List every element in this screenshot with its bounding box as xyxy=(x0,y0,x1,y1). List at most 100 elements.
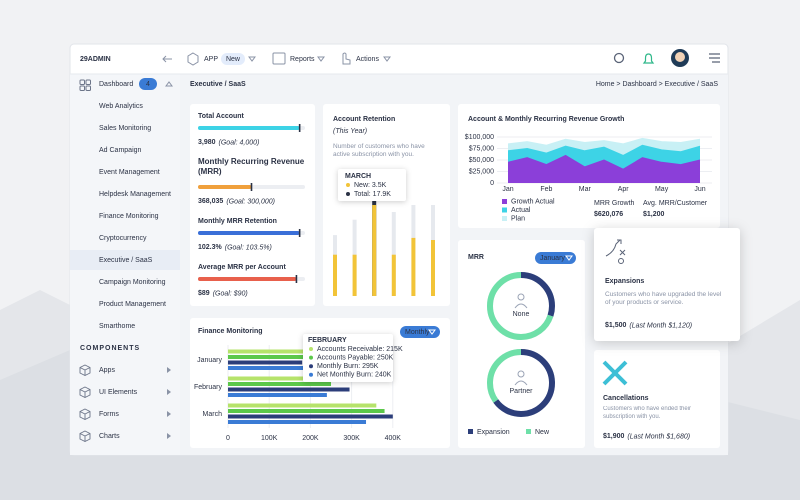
area-line xyxy=(507,154,701,170)
card-description: Customers who have ended their subscript… xyxy=(603,406,692,420)
sidebar-item[interactable]: Ad Campaign xyxy=(99,147,142,154)
x-tick-label: 400K xyxy=(385,435,402,442)
sidebar-item[interactable]: Helpdesk Management xyxy=(99,191,171,198)
legend-swatch xyxy=(468,429,473,434)
badge xyxy=(221,53,245,65)
reports-menu[interactable]: Reports xyxy=(290,56,315,63)
tooltip-dot xyxy=(346,192,350,196)
grid-icon xyxy=(79,85,85,91)
x-tick-label: 300K xyxy=(343,435,360,442)
y-tick-label: $75,000 xyxy=(469,145,494,152)
dropdown[interactable] xyxy=(400,326,440,338)
legend-label: New xyxy=(535,429,550,436)
tooltip-title: FEBRUARY xyxy=(308,337,347,344)
badge xyxy=(139,78,157,90)
sidebar-item[interactable]: Product Management xyxy=(99,301,166,308)
kpi-goal: (Goal: 300,000) xyxy=(226,198,275,205)
sidebar-dashboard[interactable]: Dashboard xyxy=(99,81,133,88)
progress-bar xyxy=(198,185,252,189)
tooltip-dot xyxy=(346,183,350,187)
sidebar-item[interactable]: Cryptocurrency xyxy=(99,235,147,242)
sidebar-item[interactable]: Campaign Monitoring xyxy=(99,279,166,286)
card-title: Cancellations xyxy=(603,395,649,402)
bell-icon[interactable] xyxy=(642,53,655,64)
progress-marker xyxy=(250,183,253,191)
bar xyxy=(228,349,348,354)
cube-icon xyxy=(79,430,91,443)
sidebar-component[interactable]: UI Elements xyxy=(99,389,138,396)
card-title: Expansions xyxy=(605,278,644,285)
area-line xyxy=(507,137,701,146)
chevron xyxy=(428,329,436,335)
grid-icon xyxy=(85,85,91,91)
active-item-bg xyxy=(70,250,180,270)
bar xyxy=(228,420,367,424)
breadcrumb[interactable]: Home > Dashboard > Executive / SaaS xyxy=(596,81,719,88)
collapse-icon[interactable] xyxy=(162,55,172,63)
kpi-goal: (Goal: 103.5%) xyxy=(225,244,272,251)
app-icon xyxy=(187,52,199,66)
bar xyxy=(228,409,385,413)
app-menu[interactable]: APP xyxy=(204,56,218,63)
progress-marker xyxy=(298,229,301,237)
tooltip-line: Net Monthly Burn: 240K xyxy=(317,372,392,379)
sidebar-item[interactable]: Sales Monitoring xyxy=(99,125,151,132)
cancel-icon xyxy=(602,360,628,386)
tooltip-line: Monthly Burn: 295K xyxy=(317,363,379,370)
sidebar-item[interactable]: Web Analytics xyxy=(99,103,143,110)
grid-icon xyxy=(79,79,85,85)
progress-bar xyxy=(198,277,297,281)
sidebar-section: COMPONENTS xyxy=(80,345,140,352)
actions-menu[interactable]: Actions xyxy=(356,56,379,63)
bar xyxy=(228,403,377,408)
card-title: MRR xyxy=(468,254,484,261)
category-label: February xyxy=(194,384,223,391)
progress-bar xyxy=(198,231,300,235)
chevron xyxy=(248,56,256,62)
tooltip-dot xyxy=(309,372,313,377)
legend-swatch xyxy=(526,429,531,434)
dropdown[interactable] xyxy=(535,252,576,264)
logo: 29ADMIN xyxy=(80,56,111,63)
bar xyxy=(228,393,327,397)
card-title: Account Retention xyxy=(333,116,395,123)
card-description: Number of customers who have active subs… xyxy=(333,143,425,159)
dropdown-label[interactable]: Monthly xyxy=(405,329,430,336)
sidebar-component[interactable]: Charts xyxy=(99,433,120,440)
progress-bar xyxy=(198,126,300,130)
dropdown-label[interactable]: January xyxy=(540,255,565,262)
card-description-box: Customers who have ended their subscript… xyxy=(603,406,692,420)
sidebar-component[interactable]: Apps xyxy=(99,367,115,374)
tooltip-dot xyxy=(309,347,313,351)
new-bar xyxy=(372,205,377,296)
menu-icon[interactable] xyxy=(709,53,720,63)
bar xyxy=(228,382,331,386)
x-tick-label: 200K xyxy=(302,435,319,442)
bar xyxy=(228,366,356,370)
search-icon[interactable] xyxy=(613,52,625,64)
stat-value: $1,200 xyxy=(643,211,665,218)
x-tick-label: Mar xyxy=(579,186,592,193)
sidebar-item[interactable]: Executive / SaaS xyxy=(99,257,153,264)
category-label: January xyxy=(197,357,222,364)
sidebar-item[interactable]: Smarthome xyxy=(99,323,135,330)
chevron xyxy=(317,56,325,62)
expansion-dot xyxy=(618,258,624,264)
category-label: March xyxy=(203,411,223,418)
legend-label: Plan xyxy=(511,215,525,222)
bar xyxy=(228,414,393,419)
sidebar-component[interactable]: Forms xyxy=(99,411,119,418)
stat-value: $620,076 xyxy=(594,211,623,218)
donut-segment xyxy=(487,349,555,417)
card-title: Finance Monitoring xyxy=(198,328,263,335)
card xyxy=(190,104,315,306)
stat-label: Avg. MRR/Customer xyxy=(643,200,708,207)
sidebar-item[interactable]: Finance Monitoring xyxy=(99,213,159,220)
x-tick-label: May xyxy=(655,186,669,193)
person-icon xyxy=(514,293,528,309)
sidebar-item[interactable]: Event Management xyxy=(99,169,160,176)
new-bar xyxy=(411,237,416,296)
card-description: Customers who have upgraded the level of… xyxy=(605,291,722,307)
legend-label: Expansion xyxy=(477,429,510,436)
tooltip-line: Accounts Payable: 250K xyxy=(317,354,394,361)
